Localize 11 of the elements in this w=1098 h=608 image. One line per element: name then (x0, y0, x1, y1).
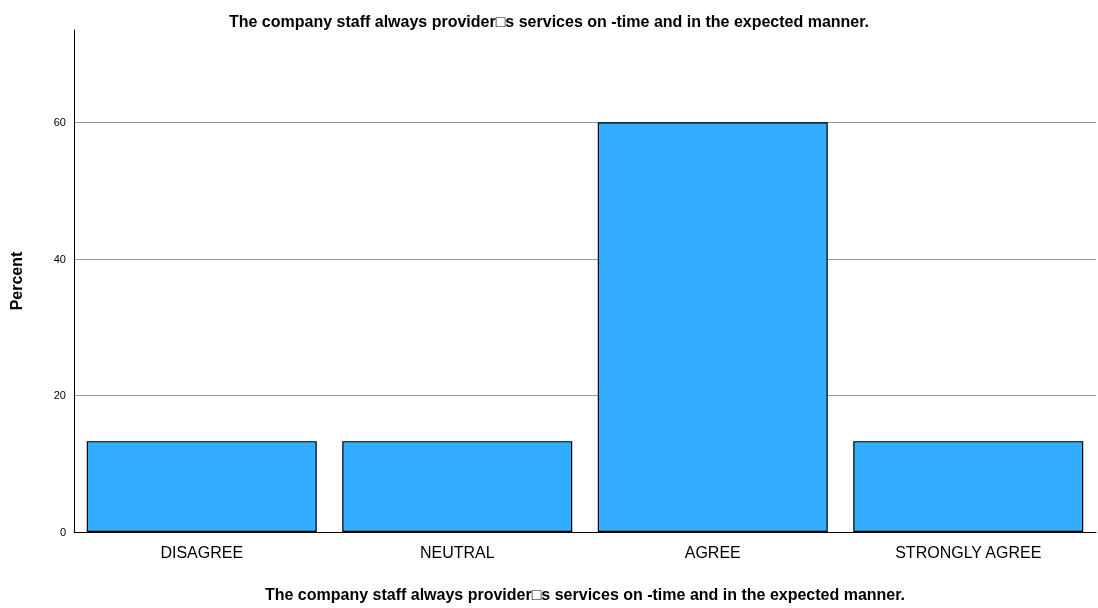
x-tick-label: NEUTRAL (419, 543, 495, 561)
y-tick-label: 60 (53, 116, 66, 129)
x-axis-title: The company staff always provider□s services on -time and in the expected manner. (264, 585, 906, 603)
y-tick-label: 0 (59, 526, 66, 538)
y-tick-label: 40 (53, 252, 66, 265)
x-tick-label: DISAGREE (160, 543, 244, 561)
x-tick-label: STRONGLY AGREE (895, 543, 1042, 561)
y-tick-label: 20 (53, 389, 66, 402)
y-axis-title: Percent (7, 250, 25, 311)
x-tick-label: AGREE (684, 543, 741, 561)
chart-title: The company staff always provider□s services on -time and in the expected manner. (228, 12, 870, 30)
